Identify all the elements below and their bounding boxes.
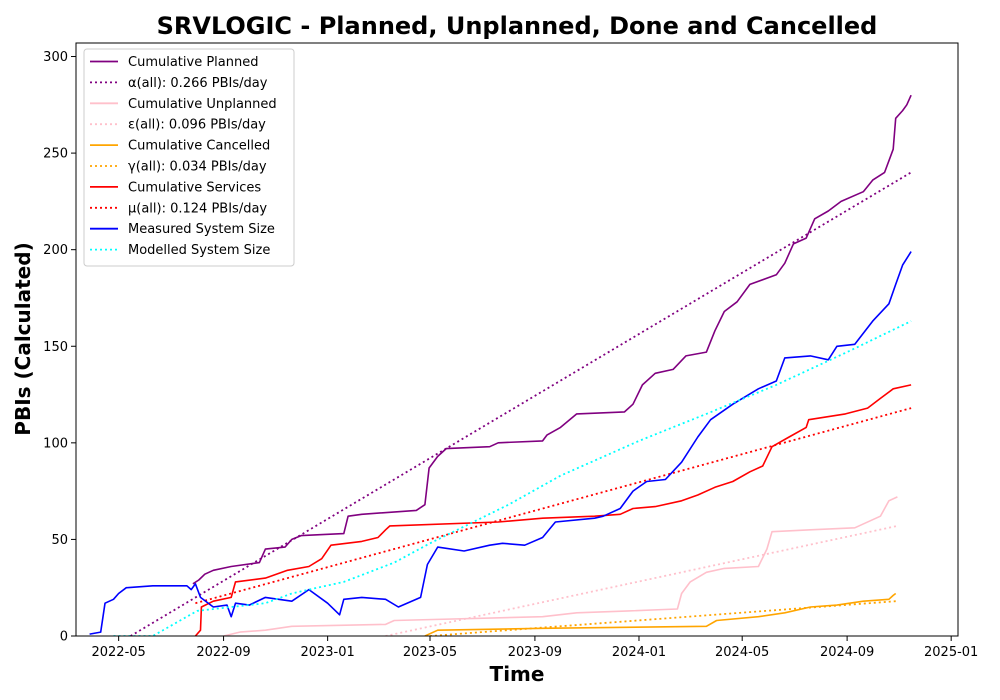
x-tick-label: 2023-09 — [508, 645, 562, 660]
x-tick-label: 2024-05 — [715, 645, 769, 660]
legend-label: Modelled System Size — [128, 243, 270, 258]
y-tick-label: 300 — [43, 50, 68, 65]
x-tick-label: 2025-01 — [924, 645, 978, 660]
y-tick-label: 100 — [43, 436, 68, 451]
y-axis: 0 50 100 150 200 250 300 — [43, 50, 76, 645]
y-axis-label: PBIs (Calculated) — [11, 242, 35, 435]
x-tick-label: 2023-05 — [403, 645, 457, 660]
legend-label: Measured System Size — [128, 222, 275, 237]
series-lines — [89, 94, 912, 636]
legend-label: Cumulative Planned — [128, 55, 258, 70]
series-line-7 — [195, 407, 912, 605]
legend-label: Cumulative Services — [128, 180, 261, 195]
x-tick-label: 2023-01 — [300, 645, 354, 660]
series-line-2 — [223, 496, 898, 636]
y-tick-label: 0 — [60, 630, 68, 645]
legend-label: γ(all): 0.034 PBIs/day — [128, 160, 267, 175]
plot-frame — [75, 42, 959, 637]
x-axis-label: Time — [490, 662, 545, 686]
legend-label: Cumulative Cancelled — [128, 139, 270, 154]
series-line-8 — [89, 251, 912, 635]
legend-box — [83, 48, 295, 267]
x-tick-label: 2024-01 — [612, 645, 666, 660]
series-line-6 — [194, 384, 912, 636]
legend-label: μ(all): 0.124 PBIs/day — [128, 201, 267, 216]
x-tick-label: 2024-09 — [820, 645, 874, 660]
y-tick-label: 50 — [51, 533, 68, 548]
legend-label: α(all): 0.266 PBIs/day — [128, 76, 268, 91]
y-tick-label: 200 — [43, 243, 68, 258]
x-tick-label: 2022-05 — [91, 645, 145, 660]
y-tick-label: 250 — [43, 147, 68, 162]
x-axis: 2022-05 2022-09 2023-01 2023-05 2023-09 2024-… — [91, 636, 978, 660]
legend: Cumulative Planned α(all): 0.266 PBIs/day… — [83, 48, 295, 267]
series-line-0 — [192, 94, 912, 585]
series-line-3 — [385, 525, 898, 636]
x-tick-label: 2022-09 — [196, 645, 250, 660]
series-line-4 — [424, 592, 897, 636]
chart-title: SRVLOGIC - Planned, Unplanned, Done and … — [157, 12, 878, 40]
series-line-1 — [130, 171, 912, 636]
y-tick-label: 150 — [43, 340, 68, 355]
legend-label: ε(all): 0.096 PBIs/day — [128, 118, 266, 133]
legend-label: Cumulative Unplanned — [128, 97, 277, 112]
plot-area — [75, 42, 959, 637]
series-line-9 — [113, 320, 912, 636]
